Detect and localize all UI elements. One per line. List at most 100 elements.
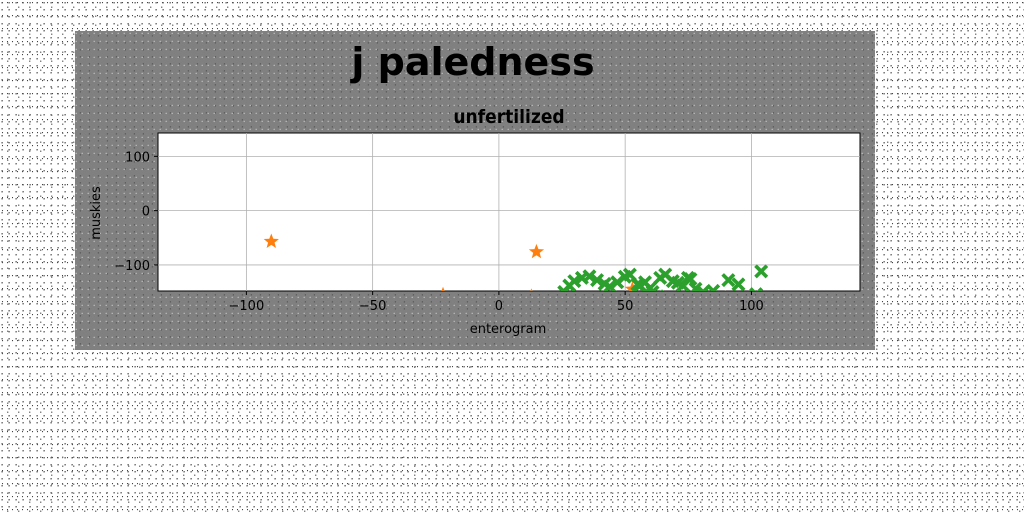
y-tick-label: 0	[142, 205, 150, 220]
series-1-star-marker	[746, 321, 761, 335]
series-2-x-marker	[715, 290, 726, 291]
series-0-triangle-marker	[561, 297, 577, 311]
series-3-triangle-marker	[564, 345, 580, 350]
series-1-star-marker	[645, 313, 660, 327]
y-tick-label: −100	[114, 259, 150, 274]
series-3-triangle-marker	[458, 348, 474, 350]
series-0-triangle-marker	[521, 296, 537, 310]
series-1-star-marker	[779, 324, 794, 338]
series-0-triangle-marker	[597, 296, 613, 310]
series-0-triangle-marker	[655, 296, 671, 310]
series-1-star-marker	[771, 295, 786, 309]
series-3-triangle-marker	[392, 324, 408, 338]
series-1-star-marker	[741, 327, 756, 341]
series-0-triangle-marker	[533, 296, 549, 310]
series-0-triangle-marker	[549, 297, 565, 311]
series-0-triangle-marker	[541, 296, 557, 310]
series-0-triangle-marker	[516, 296, 532, 310]
series-3-triangle-marker	[533, 343, 549, 350]
series-1-star-marker	[536, 307, 551, 321]
series-0-triangle-marker	[544, 298, 560, 312]
series-0-triangle-marker	[556, 298, 572, 312]
series-1-star-marker	[587, 300, 602, 314]
series-0-triangle-marker	[642, 296, 658, 310]
series-0-triangle-marker	[581, 298, 597, 312]
series-1-star-marker	[597, 314, 612, 328]
series-0-triangle-marker	[546, 296, 562, 310]
series-1-star-marker	[562, 318, 577, 332]
x-axis-label: enterogram	[470, 322, 547, 337]
series-1-star-marker	[637, 309, 652, 323]
series-0-triangle-marker	[551, 298, 567, 312]
series-3-triangle-marker	[518, 337, 534, 350]
series-2-x-marker	[719, 293, 733, 307]
series-2-x-marker	[645, 285, 660, 291]
y-tick-label: 100	[125, 150, 150, 165]
series-0-triangle-marker	[559, 296, 575, 310]
series-1-star-marker	[569, 313, 584, 327]
series-0-triangle-marker	[571, 296, 587, 310]
series-0-triangle-marker	[569, 298, 585, 312]
chart-title: unfertilized	[453, 106, 564, 128]
series-0-triangle-marker	[652, 298, 668, 312]
series-1-star-marker	[263, 233, 279, 248]
series-2-x-marker	[721, 273, 736, 288]
series-1-star-marker	[443, 293, 458, 307]
series-0-triangle-marker	[506, 298, 522, 312]
series-2-x-marker	[588, 299, 602, 313]
series-0-triangle-marker	[554, 296, 570, 310]
series-3-triangle-marker	[483, 337, 499, 350]
series-3-triangle-marker	[438, 316, 454, 330]
series-0-triangle-marker	[662, 300, 678, 314]
series-3-triangle-marker	[549, 310, 565, 324]
series-2-x-marker	[754, 264, 769, 279]
series-0-triangle-marker	[511, 297, 527, 311]
series-0-triangle-marker	[660, 299, 676, 313]
series-1-star-marker	[675, 310, 690, 324]
series-1-star-marker	[529, 298, 544, 312]
series-1-star-marker	[701, 311, 716, 325]
x-tick-label: 0	[495, 299, 503, 314]
series-2-x-marker	[590, 273, 605, 288]
series-2-x-marker	[600, 296, 614, 310]
series-0-triangle-marker	[632, 298, 648, 312]
series-3-triangle-marker	[432, 343, 448, 350]
series-2-x-marker	[651, 289, 664, 291]
series-0-triangle-marker	[637, 297, 653, 311]
x-tick-label: 100	[739, 299, 764, 314]
series-3-triangle-marker	[443, 326, 459, 340]
x-tick-label: −100	[229, 299, 265, 314]
series-0-triangle-marker	[523, 297, 539, 311]
series-3-triangle-marker	[417, 345, 433, 350]
series-1-star-marker	[554, 338, 569, 350]
series-1-star-marker	[751, 316, 766, 330]
series-0-triangle-marker	[574, 297, 590, 311]
series-1-star-marker	[549, 325, 564, 339]
series-0-triangle-marker	[592, 296, 608, 310]
figure: j paledness unfertilized −100 −50 0 50 100 −1…	[75, 31, 875, 350]
series-1-star-marker	[448, 327, 463, 341]
series-2-x-marker	[688, 281, 703, 291]
series-1-star-marker	[693, 302, 708, 316]
series-2-x-marker	[567, 274, 582, 289]
series-0-triangle-marker	[501, 297, 517, 311]
series-2-x-marker	[731, 277, 746, 291]
series-0-triangle-marker	[599, 297, 615, 311]
series-0-triangle-marker	[647, 296, 663, 310]
series-2-x-marker	[706, 283, 721, 291]
series-0-triangle-marker	[513, 298, 529, 312]
series-0-triangle-marker	[576, 298, 592, 312]
series-1-star-marker	[713, 321, 728, 335]
grid	[158, 133, 860, 291]
series-1-star-marker	[405, 298, 420, 312]
series-3-triangle-marker	[359, 331, 375, 345]
series-1-star-marker	[665, 307, 680, 321]
series-0-triangle-marker	[566, 296, 582, 310]
series-0-triangle-marker	[594, 298, 610, 312]
series-2-x-marker	[683, 271, 698, 286]
series-3-triangle-marker	[554, 337, 570, 350]
series-0-triangle-marker	[564, 298, 580, 312]
series-3-triangle-marker	[387, 318, 403, 332]
data-markers	[263, 233, 794, 350]
series-0-triangle-marker	[584, 296, 600, 310]
